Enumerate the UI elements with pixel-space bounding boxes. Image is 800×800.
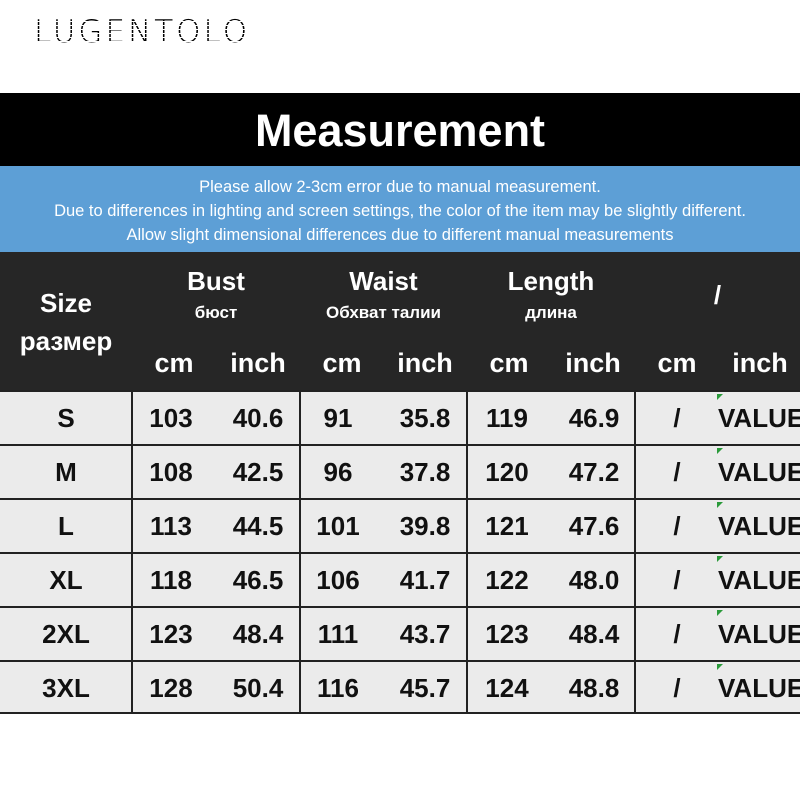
value-cell: VALUE <box>718 457 800 487</box>
value-cell: / <box>673 619 681 649</box>
size-cell: L <box>58 511 74 541</box>
value-cell: 48.4 <box>232 619 284 649</box>
value-cell: 119 <box>486 403 528 433</box>
length-header: Length <box>507 266 595 296</box>
size-table-body: S 103 40.6 91 35.8 119 46.9 / VALUE M 108 42.5 96 37.… <box>0 390 800 714</box>
value-cell: 42.5 <box>232 457 284 487</box>
value-cell: 111 <box>317 619 359 649</box>
size-cell: XL <box>49 565 83 595</box>
value-cell: VALUE <box>718 619 800 649</box>
value-cell: 41.7 <box>399 565 451 595</box>
length-header-ru: длина <box>525 303 577 322</box>
value-cell: VALUE <box>718 511 800 541</box>
table-row: 2XL 123 48.4 111 43.7 123 48.4 / VALUE <box>0 606 800 660</box>
size-cell: 2XL <box>42 619 90 649</box>
size-cell: S <box>57 403 75 433</box>
value-cell: 106 <box>316 565 360 595</box>
value-cell: 123 <box>149 619 193 649</box>
value-cell: 35.8 <box>399 403 451 433</box>
table-row: M 108 42.5 96 37.8 120 47.2 / VALUE <box>0 444 800 498</box>
extra-header: / <box>713 280 722 310</box>
value-cell: 123 <box>485 619 529 649</box>
value-cell: 39.8 <box>399 511 451 541</box>
unit-label: inch <box>397 348 453 378</box>
unit-label: inch <box>230 348 286 378</box>
note-line: Due to differences in lighting and scree… <box>54 202 746 220</box>
size-header-ru: размер <box>19 326 113 356</box>
value-cell: 47.6 <box>568 511 620 541</box>
unit-label: cm <box>154 348 194 378</box>
note-line: Allow slight dimensional differences due… <box>126 226 674 244</box>
value-cell: 122 <box>485 565 529 595</box>
value-cell: VALUE <box>718 673 800 703</box>
value-cell: 91 <box>323 403 353 433</box>
value-cell: VALUE <box>718 403 800 433</box>
cell-comment-marker <box>717 502 723 508</box>
cell-comment-marker <box>717 448 723 454</box>
value-cell: 120 <box>485 457 529 487</box>
value-cell: 43.7 <box>399 619 451 649</box>
divider <box>299 390 301 714</box>
unit-label: inch <box>732 348 788 378</box>
unit-label: cm <box>489 348 529 378</box>
cell-comment-marker <box>717 394 723 400</box>
value-cell: / <box>673 511 681 541</box>
value-cell: 113 <box>150 511 192 541</box>
value-cell: 116 <box>317 673 359 703</box>
table-row: L 113 44.5 101 39.8 121 47.6 / VALUE <box>0 498 800 552</box>
size-cell: 3XL <box>42 673 90 703</box>
value-cell: 45.7 <box>399 673 451 703</box>
divider <box>466 390 468 714</box>
waist-header-ru: Обхват талии <box>326 303 441 322</box>
value-cell: 47.2 <box>568 457 620 487</box>
value-cell: / <box>673 403 681 433</box>
waist-header: Waist <box>349 266 418 296</box>
size-header-en: Size <box>39 288 93 318</box>
value-cell: 101 <box>316 511 360 541</box>
size-cell: M <box>55 457 77 487</box>
page-title: Measurement <box>0 93 800 166</box>
value-cell: 48.8 <box>568 673 620 703</box>
note-line: Please allow 2-3cm error due to manual m… <box>199 178 601 196</box>
value-cell: 46.9 <box>568 403 620 433</box>
bust-header-ru: бюст <box>194 303 238 322</box>
unit-label: cm <box>322 348 362 378</box>
bust-header: Bust <box>187 266 245 296</box>
value-cell: VALUE <box>718 565 800 595</box>
unit-label: inch <box>565 348 621 378</box>
value-cell: 124 <box>485 673 529 703</box>
divider <box>634 390 636 714</box>
table-row: S 103 40.6 91 35.8 119 46.9 / VALUE <box>0 390 800 444</box>
value-cell: 37.8 <box>399 457 451 487</box>
notes-banner: Please allow 2-3cm error due to manual m… <box>0 166 800 252</box>
value-cell: 96 <box>323 457 353 487</box>
value-cell: 48.4 <box>568 619 620 649</box>
value-cell: 128 <box>149 673 193 703</box>
divider <box>131 390 133 714</box>
value-cell: / <box>673 457 681 487</box>
value-cell: / <box>673 673 681 703</box>
cell-comment-marker <box>717 610 723 616</box>
value-cell: 103 <box>149 403 193 433</box>
cell-comment-marker <box>717 556 723 562</box>
value-cell: 118 <box>150 565 192 595</box>
table-header: Size размер Bust бюст Waist Обхват талии… <box>0 252 800 390</box>
value-cell: / <box>673 565 681 595</box>
brand-logo: LUGENTOLO <box>34 14 251 50</box>
value-cell: 46.5 <box>232 565 284 595</box>
table-row: XL 118 46.5 106 41.7 122 48.0 / VALUE <box>0 552 800 606</box>
value-cell: 44.5 <box>232 511 284 541</box>
value-cell: 108 <box>149 457 193 487</box>
value-cell: 48.0 <box>568 565 620 595</box>
value-cell: 121 <box>485 511 529 541</box>
value-cell: 40.6 <box>232 403 284 433</box>
table-row: 3XL 128 50.4 116 45.7 124 48.8 / VALUE <box>0 660 800 714</box>
cell-comment-marker <box>717 664 723 670</box>
value-cell: 50.4 <box>232 673 284 703</box>
unit-label: cm <box>657 348 697 378</box>
size-header: Size размер <box>0 288 132 356</box>
